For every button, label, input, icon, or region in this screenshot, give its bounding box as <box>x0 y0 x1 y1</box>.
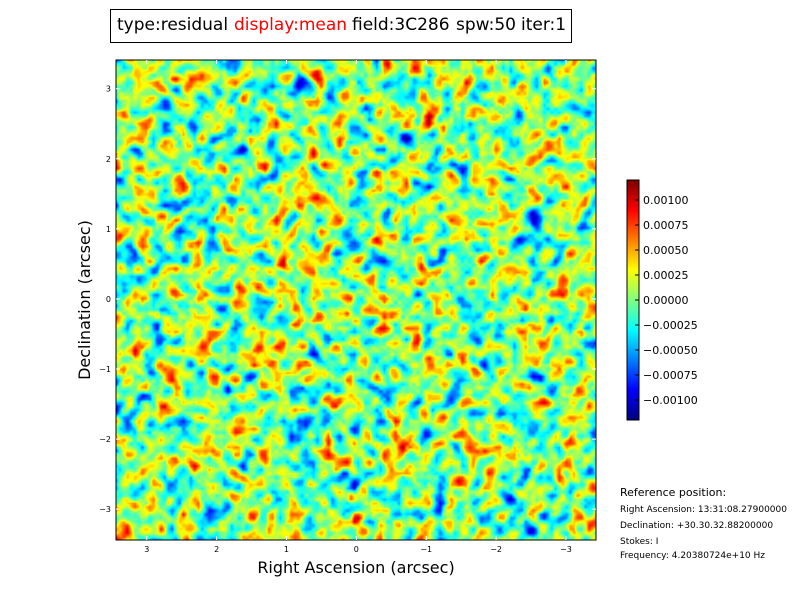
plot-frame <box>115 59 597 541</box>
x-tick-label: −2 <box>490 545 502 554</box>
reference-dec: Declination: +30.30.32.88200000 <box>620 521 774 531</box>
plot-title: type:residual display:mean field:3C286 s… <box>110 9 572 43</box>
x-tick-label: −3 <box>560 545 572 554</box>
residual-image <box>116 60 596 540</box>
title-spw: spw:50 <box>456 15 516 35</box>
colorbar-tick-label: 0.00050 <box>643 244 689 257</box>
colorbar-tick-label: −0.00075 <box>643 369 698 382</box>
title-field: field:3C286 <box>352 15 450 35</box>
y-axis-label: Declination (arcsec) <box>75 220 94 380</box>
reference-stokes: Stokes: I <box>620 537 659 547</box>
x-tick-label: −1 <box>420 545 432 554</box>
reference-ra: Right Ascension: 13:31:08.27900000 <box>620 505 787 515</box>
y-tick-label: 0 <box>106 295 111 304</box>
colorbar-tick-label: 0.00075 <box>643 219 689 232</box>
colorbar-tick-label: −0.00025 <box>643 319 698 332</box>
x-tick-label: 2 <box>214 545 219 554</box>
x-tick-label: 1 <box>284 545 289 554</box>
y-tick-label: −3 <box>99 505 111 514</box>
y-tick-label: 2 <box>106 155 111 164</box>
colorbar <box>627 180 639 420</box>
y-tick-label: 3 <box>106 85 111 94</box>
reference-frequency: Frequency: 4.20380724e+10 Hz <box>620 551 766 561</box>
y-tick-label: 1 <box>106 225 111 234</box>
colorbar-tick-label: 0.00000 <box>643 294 689 307</box>
colorbar-tick-label: 0.00025 <box>643 269 689 282</box>
title-display: display:mean <box>234 15 348 35</box>
title-type: type:residual <box>117 15 229 35</box>
colorbar-tick-label: −0.00100 <box>643 394 698 407</box>
colorbar-tick-label: 0.00100 <box>643 194 689 207</box>
colorbar-tick-label: −0.00050 <box>643 344 698 357</box>
reference-heading: Reference position: <box>620 486 727 499</box>
x-tick-label: 0 <box>354 545 359 554</box>
y-tick-label: −1 <box>99 365 111 374</box>
y-tick-label: −2 <box>99 435 111 444</box>
title-iter: iter:1 <box>521 15 567 35</box>
x-axis-label: Right Ascension (arcsec) <box>257 558 454 577</box>
x-tick-label: 3 <box>144 545 149 554</box>
